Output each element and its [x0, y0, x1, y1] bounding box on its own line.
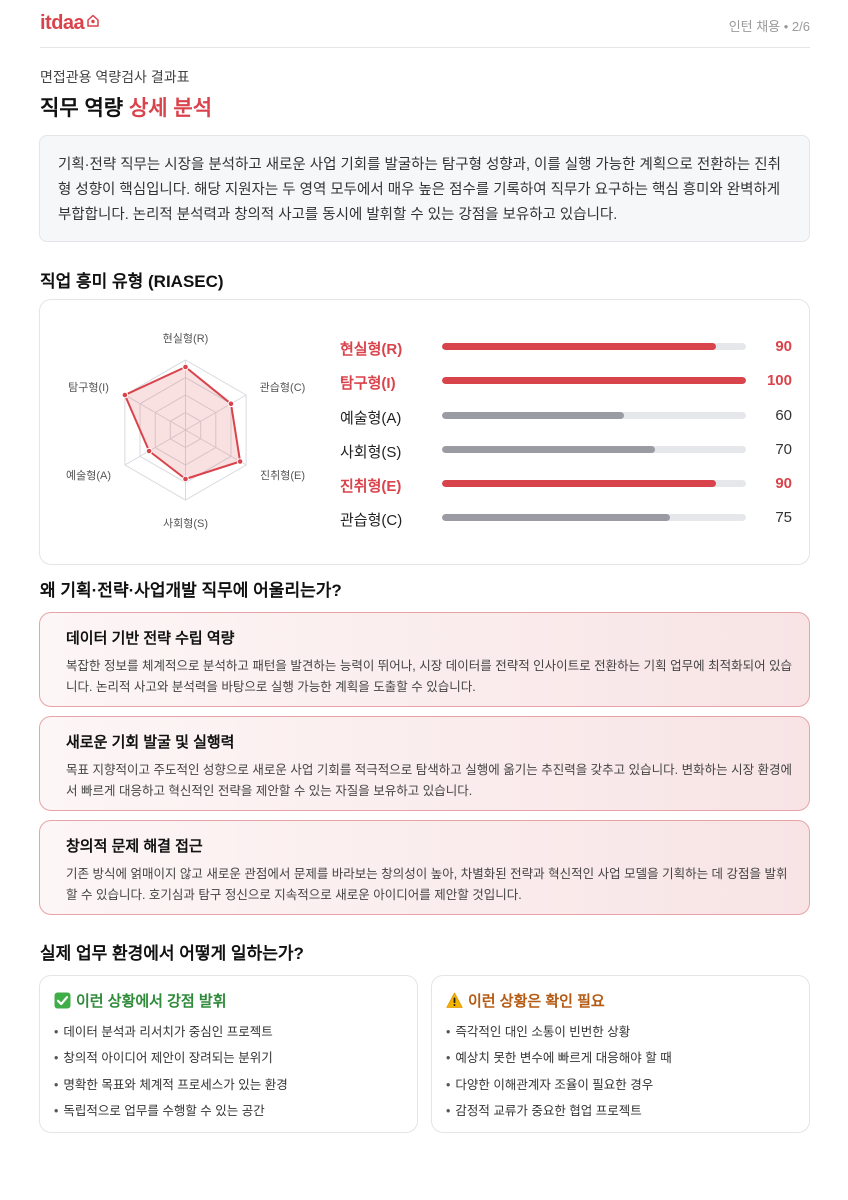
riasec-bar-value: 90	[775, 338, 792, 355]
radar-point	[121, 391, 129, 399]
radar-point	[145, 447, 153, 455]
logo: itdaa	[40, 12, 100, 35]
strengths-title: 이런 상황에서 강점 발휘	[76, 993, 227, 1010]
work-env-section-title: 실제 업무 환경에서 어떻게 일하는가?	[40, 944, 304, 963]
strength-item: 독립적으로 업무를 수행할 수 있는 공간	[54, 1098, 403, 1124]
radar-axis	[185, 394, 247, 431]
riasec-bar-fill	[442, 343, 716, 350]
page-header: itdaa 인턴 채용 • 2/6	[40, 12, 810, 48]
reason-card: 창의적 문제 해결 접근 기존 방식에 얽매이지 않고 새로운 관점에서 문제를…	[39, 820, 810, 915]
riasec-bar-track	[442, 514, 746, 522]
cautions-card: 이런 상황은 확인 필요 즉각적인 대인 소통이 빈번한 상황 예상치 못한 변…	[431, 975, 810, 1133]
riasec-bar-fill	[442, 480, 716, 488]
riasec-bar-fill	[442, 514, 670, 522]
riasec-bar-row: 진취형(E) 90	[340, 467, 800, 501]
riasec-section-title: 직업 흥미 유형 (RIASEC)	[40, 272, 224, 291]
riasec-bar-label: 관습형(C)	[340, 512, 403, 530]
riasec-bar-row: 탐구형(I) 100	[340, 364, 800, 398]
radar-axis-label: 사회형(S)	[163, 517, 208, 530]
title-accent: 상세 분석	[128, 97, 213, 120]
riasec-bar-track	[442, 377, 746, 385]
page-title: 직무 역량 상세 분석	[40, 92, 212, 122]
strength-item: 데이터 분석과 리서치가 중심인 프로젝트	[54, 1019, 403, 1045]
radar-chart: 현실형(R) 관습형(C) 진취형(E) 사회형(S) 예술형(A) 탐구형(I)	[66, 332, 306, 530]
riasec-bar-row: 현실형(R) 90	[340, 330, 800, 364]
riasec-card: 현실형(R) 관습형(C) 진취형(E) 사회형(S) 예술형(A) 탐구형(I) 현실형…	[39, 299, 810, 565]
riasec-bar-value: 90	[775, 475, 792, 493]
reason-card: 데이터 기반 전략 수립 역량 복잡한 정보를 체계적으로 분석하고 패턴을 발…	[39, 612, 810, 707]
reason-description: 복잡한 정보를 체계적으로 분석하고 패턴을 발견하는 능력이 뛰어나, 시장 …	[66, 659, 793, 694]
reason-title: 창의적 문제 해결 접근	[66, 838, 203, 855]
reason-description: 목표 지향적이고 주도적인 성향으로 새로운 사업 기회를 적극적으로 탐색하고…	[66, 763, 793, 798]
radar-axis-label: 탐구형(I)	[68, 381, 109, 394]
radar-axis-label: 진취형(E)	[260, 469, 305, 482]
logo-house-icon	[87, 14, 99, 27]
riasec-bar-row: 예술형(A) 60	[340, 399, 800, 433]
reason-card: 새로운 기회 발굴 및 실행력 목표 지향적이고 주도적인 성향으로 새로운 사…	[39, 716, 810, 811]
document-subtitle: 면접관용 역량검사 결과표	[40, 69, 190, 85]
summary-box: 기획·전략 직무는 시장을 분석하고 새로운 사업 기회를 발굴하는 탐구형 성…	[39, 135, 810, 242]
strengths-heading: 이런 상황에서 강점 발휘	[54, 990, 403, 1011]
riasec-bar-value: 60	[775, 406, 792, 424]
riasec-bar-value: 70	[775, 440, 792, 458]
radar-point	[227, 400, 235, 408]
caution-item: 다양한 이해관계자 조율이 필요한 경우	[446, 1072, 795, 1098]
riasec-bar-track	[442, 343, 746, 350]
strength-item: 창의적 아이디어 제안이 장려되는 분위기	[54, 1045, 403, 1071]
riasec-bar-track	[442, 480, 746, 488]
logo-text: itdaa	[40, 12, 85, 34]
riasec-bar-track	[442, 445, 746, 453]
riasec-bar-value: 100	[766, 372, 792, 390]
radar-axis	[185, 429, 247, 466]
riasec-bar-track	[442, 411, 746, 419]
riasec-bar-list: 현실형(R) 90 탐구형(I) 100 예술형(A) 60 사회형(S) 70 진취형(E) 9…	[340, 330, 800, 536]
title-main: 직무 역량	[40, 97, 129, 120]
cautions-heading: 이런 상황은 확인 필요	[446, 990, 795, 1011]
riasec-bar-value: 75	[775, 509, 792, 527]
radar-axis-label: 현실형(R)	[163, 332, 209, 345]
radar-axis-label: 관습형(C)	[260, 381, 306, 394]
warning-icon	[446, 992, 463, 1008]
radar-point	[182, 475, 189, 483]
reason-title: 새로운 기회 발굴 및 실행력	[66, 734, 235, 751]
riasec-bar-row: 관습형(C) 75	[340, 501, 800, 535]
caution-item: 즉각적인 대인 소통이 빈번한 상황	[446, 1019, 795, 1045]
riasec-bar-label: 예술형(A)	[340, 409, 402, 427]
radar-point	[236, 458, 244, 465]
check-icon	[54, 992, 71, 1009]
riasec-bar-fill	[442, 445, 655, 453]
reasons-section-title: 왜 기획·전략·사업개발 직무에 어울리는가?	[40, 581, 342, 600]
cautions-title: 이런 상황은 확인 필요	[468, 993, 605, 1010]
riasec-bar-row: 사회형(S) 70	[340, 433, 800, 467]
riasec-bar-label: 탐구형(I)	[340, 375, 396, 393]
reason-title: 데이터 기반 전략 수립 역량	[66, 630, 235, 647]
riasec-bar-label: 현실형(R)	[340, 341, 403, 358]
riasec-bar-fill	[442, 377, 746, 385]
radar-point	[182, 363, 189, 371]
riasec-bar-label: 사회형(S)	[340, 443, 402, 461]
riasec-bar-fill	[442, 411, 625, 419]
page-indicator: 인턴 채용 • 2/6	[728, 19, 810, 34]
strength-item: 명확한 목표와 체계적 프로세스가 있는 환경	[54, 1072, 403, 1098]
radar-axis	[124, 394, 186, 431]
reason-description: 기존 방식에 얽매이지 않고 새로운 관점에서 문제를 바라보는 창의성이 높아…	[66, 867, 788, 902]
strengths-card: 이런 상황에서 강점 발휘 데이터 분석과 리서치가 중심인 프로젝트 창의적 …	[39, 975, 418, 1133]
radar-axis	[124, 429, 186, 466]
caution-item: 감정적 교류가 중요한 협업 프로젝트	[446, 1098, 795, 1124]
radar-series-area	[123, 366, 242, 480]
riasec-bar-label: 진취형(E)	[340, 478, 402, 496]
radar-axis-label: 예술형(A)	[66, 469, 111, 482]
summary-text: 기획·전략 직무는 시장을 분석하고 새로운 사업 기회를 발굴하는 탐구형 성…	[58, 157, 781, 223]
caution-item: 예상치 못한 변수에 빠르게 대응해야 할 때	[446, 1045, 795, 1071]
